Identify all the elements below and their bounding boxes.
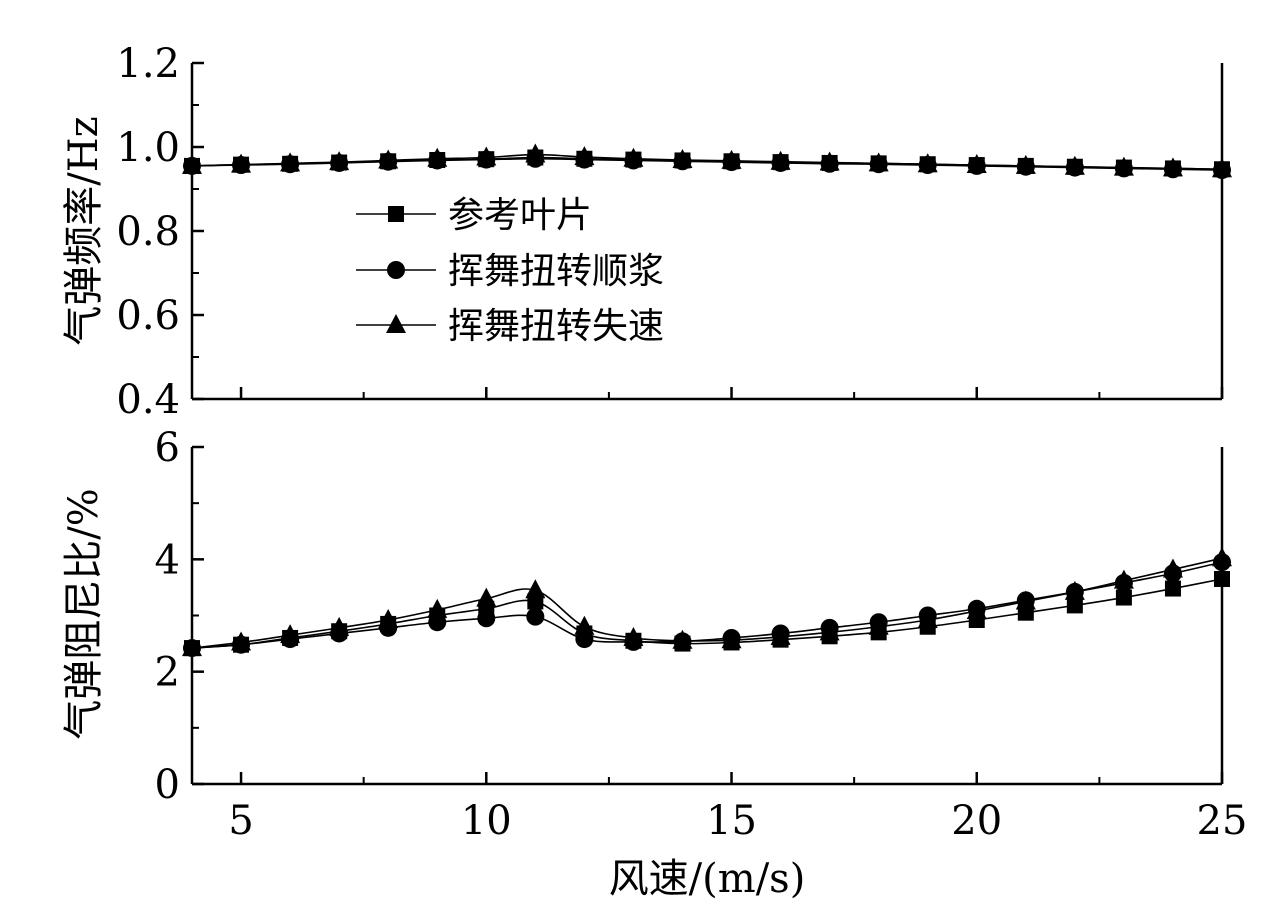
wind-speed-x-tick-label: 20 — [951, 798, 1002, 844]
frequency-y-tick-label: 0.8 — [116, 209, 180, 255]
damping-data-point — [770, 625, 791, 645]
frequency-series-line — [191, 153, 1223, 171]
frequency-data-point — [574, 146, 595, 166]
frequency-series — [182, 143, 1232, 180]
frequency-data-point — [1113, 156, 1134, 176]
damping-series-line — [191, 578, 1223, 649]
legend-marker — [388, 206, 404, 222]
frequency-data-point — [672, 149, 693, 169]
damping-data-point — [623, 626, 644, 646]
damping-series-line — [191, 557, 1223, 649]
frequency-y-tick-label: 0.4 — [116, 377, 180, 423]
frequency-data-point — [1064, 155, 1085, 175]
frequency-ticks — [192, 61, 1224, 401]
damping-data-point — [1212, 547, 1232, 567]
frequency-data-point — [819, 151, 840, 171]
frequency-data-point — [476, 146, 497, 166]
wind-speed-x-axis-title: 风速/(m/s) — [609, 856, 806, 902]
frequency-data-point — [868, 152, 889, 172]
damping-y-axis-title: 气弹阻尼比/% — [61, 488, 107, 739]
frequency-data-point — [917, 153, 938, 173]
frequency-data-point — [1162, 157, 1183, 177]
damping-x-tick-labels: 5 10 15 20 25 — [228, 798, 1247, 844]
wind-speed-x-tick-label: 15 — [706, 798, 757, 844]
frequency-data-point — [182, 154, 202, 174]
damping-series-triangle — [182, 547, 1232, 657]
damping-data-point — [1113, 569, 1134, 589]
damping-data-point — [329, 616, 350, 636]
frequency-y-tick-label: 0.6 — [116, 293, 180, 339]
frequency-y-axis-title: 气弹频率/Hz — [61, 116, 107, 345]
frequency-data-point — [427, 147, 448, 167]
damping-data-point — [1015, 590, 1036, 610]
frequency-data-point — [525, 143, 546, 163]
wind-speed-x-tick-label: 10 — [461, 798, 512, 844]
frequency-series-line — [191, 157, 1223, 171]
wind-speed-x-tick-label: 25 — [1197, 798, 1248, 844]
damping-data-point — [966, 600, 987, 620]
damping-y-tick-label: 0 — [155, 762, 180, 808]
damping-data-point — [574, 615, 595, 635]
frequency-data-point — [378, 149, 399, 169]
damping-data-point — [378, 608, 399, 628]
frequency-y-tick-labels: 0.4 0.6 0.8 1.0 1.2 — [116, 41, 180, 423]
damping-data-point — [526, 607, 545, 626]
damping-data-point — [917, 608, 938, 628]
legend-marker — [386, 314, 406, 333]
frequency-data-point — [231, 153, 252, 173]
damping-series — [182, 547, 1232, 658]
damping-ticks — [192, 445, 1224, 786]
damping-data-point — [819, 621, 840, 641]
damping-data-point — [182, 637, 202, 657]
frequency-y-tick-label: 1.2 — [116, 41, 180, 87]
damping-data-point — [1115, 589, 1132, 606]
damping-data-point — [525, 579, 546, 599]
damping-data-point — [231, 631, 252, 651]
damping-data-point — [1164, 580, 1181, 597]
damping-y-tick-label: 6 — [155, 425, 180, 471]
damping-data-point — [868, 615, 889, 635]
legend-item-square: 参考叶片 — [356, 195, 592, 236]
frequency-data-point — [280, 152, 301, 172]
damping-data-point — [721, 629, 742, 649]
frequency-data-point — [721, 149, 742, 169]
damping-y-tick-label: 2 — [155, 650, 180, 696]
legend-label: 挥舞扭转失速 — [448, 306, 664, 347]
frequency-data-point — [770, 150, 791, 170]
legend-label: 挥舞扭转顺浆 — [448, 251, 664, 292]
damping-data-point — [476, 587, 497, 607]
frequency-data-point — [1212, 158, 1232, 178]
frequency-data-point — [966, 154, 987, 174]
legend-marker — [387, 261, 405, 279]
damping-data-point — [1064, 580, 1085, 600]
damping-data-point — [1162, 558, 1183, 578]
frequency-data-point — [1015, 154, 1036, 174]
damping-data-point — [672, 629, 693, 649]
damping-data-point — [427, 598, 448, 618]
damping-y-tick-label: 4 — [155, 537, 180, 583]
damping-data-point — [280, 624, 301, 644]
wind-speed-x-tick-label: 5 — [228, 798, 253, 844]
damping-data-point — [477, 609, 496, 628]
legend-label: 参考叶片 — [448, 195, 592, 236]
damping-data-point — [1066, 597, 1083, 614]
damping-panel: 0 2 4 6 5 10 15 20 25 气弹阻尼比/% 风速/(m/s) — [61, 425, 1247, 902]
damping-data-point — [1214, 570, 1230, 587]
frequency-data-point — [329, 151, 350, 171]
legend-item-triangle: 挥舞扭转失速 — [356, 306, 664, 347]
frequency-y-tick-label: 1.0 — [116, 125, 180, 171]
damping-y-tick-labels: 0 2 4 6 — [155, 425, 180, 808]
frequency-data-point — [623, 147, 644, 167]
frequency-series-triangle — [182, 143, 1232, 178]
legend-item-circle: 挥舞扭转顺浆 — [356, 251, 664, 292]
